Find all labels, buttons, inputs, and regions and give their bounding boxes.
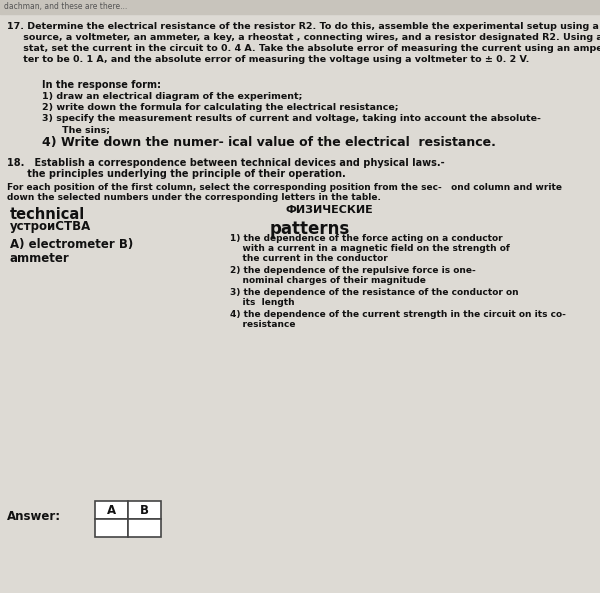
Text: The sins;: The sins; [62, 125, 110, 134]
Text: 3) specify the measurement results of current and voltage, taking into account t: 3) specify the measurement results of cu… [42, 114, 541, 123]
Text: technical: technical [10, 207, 85, 222]
Text: 18.   Establish a correspondence between technical devices and physical laws.-: 18. Establish a correspondence between t… [7, 158, 445, 168]
Bar [128, 519, 161, 537]
Text: 4) Write down the numer- ical value of the electrical  resistance.: 4) Write down the numer- ical value of t… [42, 136, 496, 149]
Text: the principles underlying the principle of their operation.: the principles underlying the principle … [7, 169, 346, 179]
Text: 1) the dependence of the force acting on a conductor: 1) the dependence of the force acting on… [230, 234, 503, 243]
Text: устроиСТВА: устроиСТВА [10, 220, 91, 233]
Bar [95, 519, 128, 537]
Text: resistance: resistance [230, 320, 296, 329]
Text: 2) the dependence of the repulsive force is one-: 2) the dependence of the repulsive force… [230, 266, 476, 275]
Text: A: A [107, 503, 116, 517]
Text: nominal charges of their magnitude: nominal charges of their magnitude [230, 276, 426, 285]
Text: In the response form:: In the response form: [42, 80, 161, 90]
Text: A) electrometer B): A) electrometer B) [10, 238, 133, 251]
Bar [128, 501, 161, 519]
Text: source, a voltmeter, an ammeter, a key, a rheostat , connecting wires, and a res: source, a voltmeter, an ammeter, a key, … [7, 33, 600, 42]
Text: the current in the conductor: the current in the conductor [230, 254, 388, 263]
Text: 2) write down the formula for calculating the electrical resistance;: 2) write down the formula for calculatin… [42, 103, 398, 112]
Text: B: B [140, 503, 149, 517]
Text: 17. Determine the electrical resistance of the resistor R2. To do this, assemble: 17. Determine the electrical resistance … [7, 22, 600, 31]
Text: For each position of the first column, select the corresponding position from th: For each position of the first column, s… [7, 183, 562, 192]
Text: 3) the dependence of the resistance of the conductor on: 3) the dependence of the resistance of t… [230, 288, 518, 297]
Text: stat, set the current in the circuit to 0. 4 A. Take the absolute error of measu: stat, set the current in the circuit to … [7, 44, 600, 53]
Text: 4) the dependence of the current strength in the circuit on its co-: 4) the dependence of the current strengt… [230, 310, 566, 319]
Text: with a current in a magnetic field on the strength of: with a current in a magnetic field on th… [230, 244, 510, 253]
Text: its  length: its length [230, 298, 295, 307]
Text: ter to be 0. 1 A, and the absolute error of measuring the voltage using a voltme: ter to be 0. 1 A, and the absolute error… [7, 55, 529, 64]
Text: ФИЗИЧЕСКИЕ: ФИЗИЧЕСКИЕ [285, 205, 373, 215]
Text: dachman, and these are there...: dachman, and these are there... [4, 2, 127, 11]
Text: patterns: patterns [270, 220, 350, 238]
Bar [0, 0, 600, 14]
Text: down the selected numbers under the corresponding letters in the table.: down the selected numbers under the corr… [7, 193, 381, 202]
Text: 1) draw an electrical diagram of the experiment;: 1) draw an electrical diagram of the exp… [42, 92, 302, 101]
Bar [95, 501, 128, 519]
Text: Answer:: Answer: [7, 510, 61, 523]
Text: ammeter: ammeter [10, 252, 70, 265]
